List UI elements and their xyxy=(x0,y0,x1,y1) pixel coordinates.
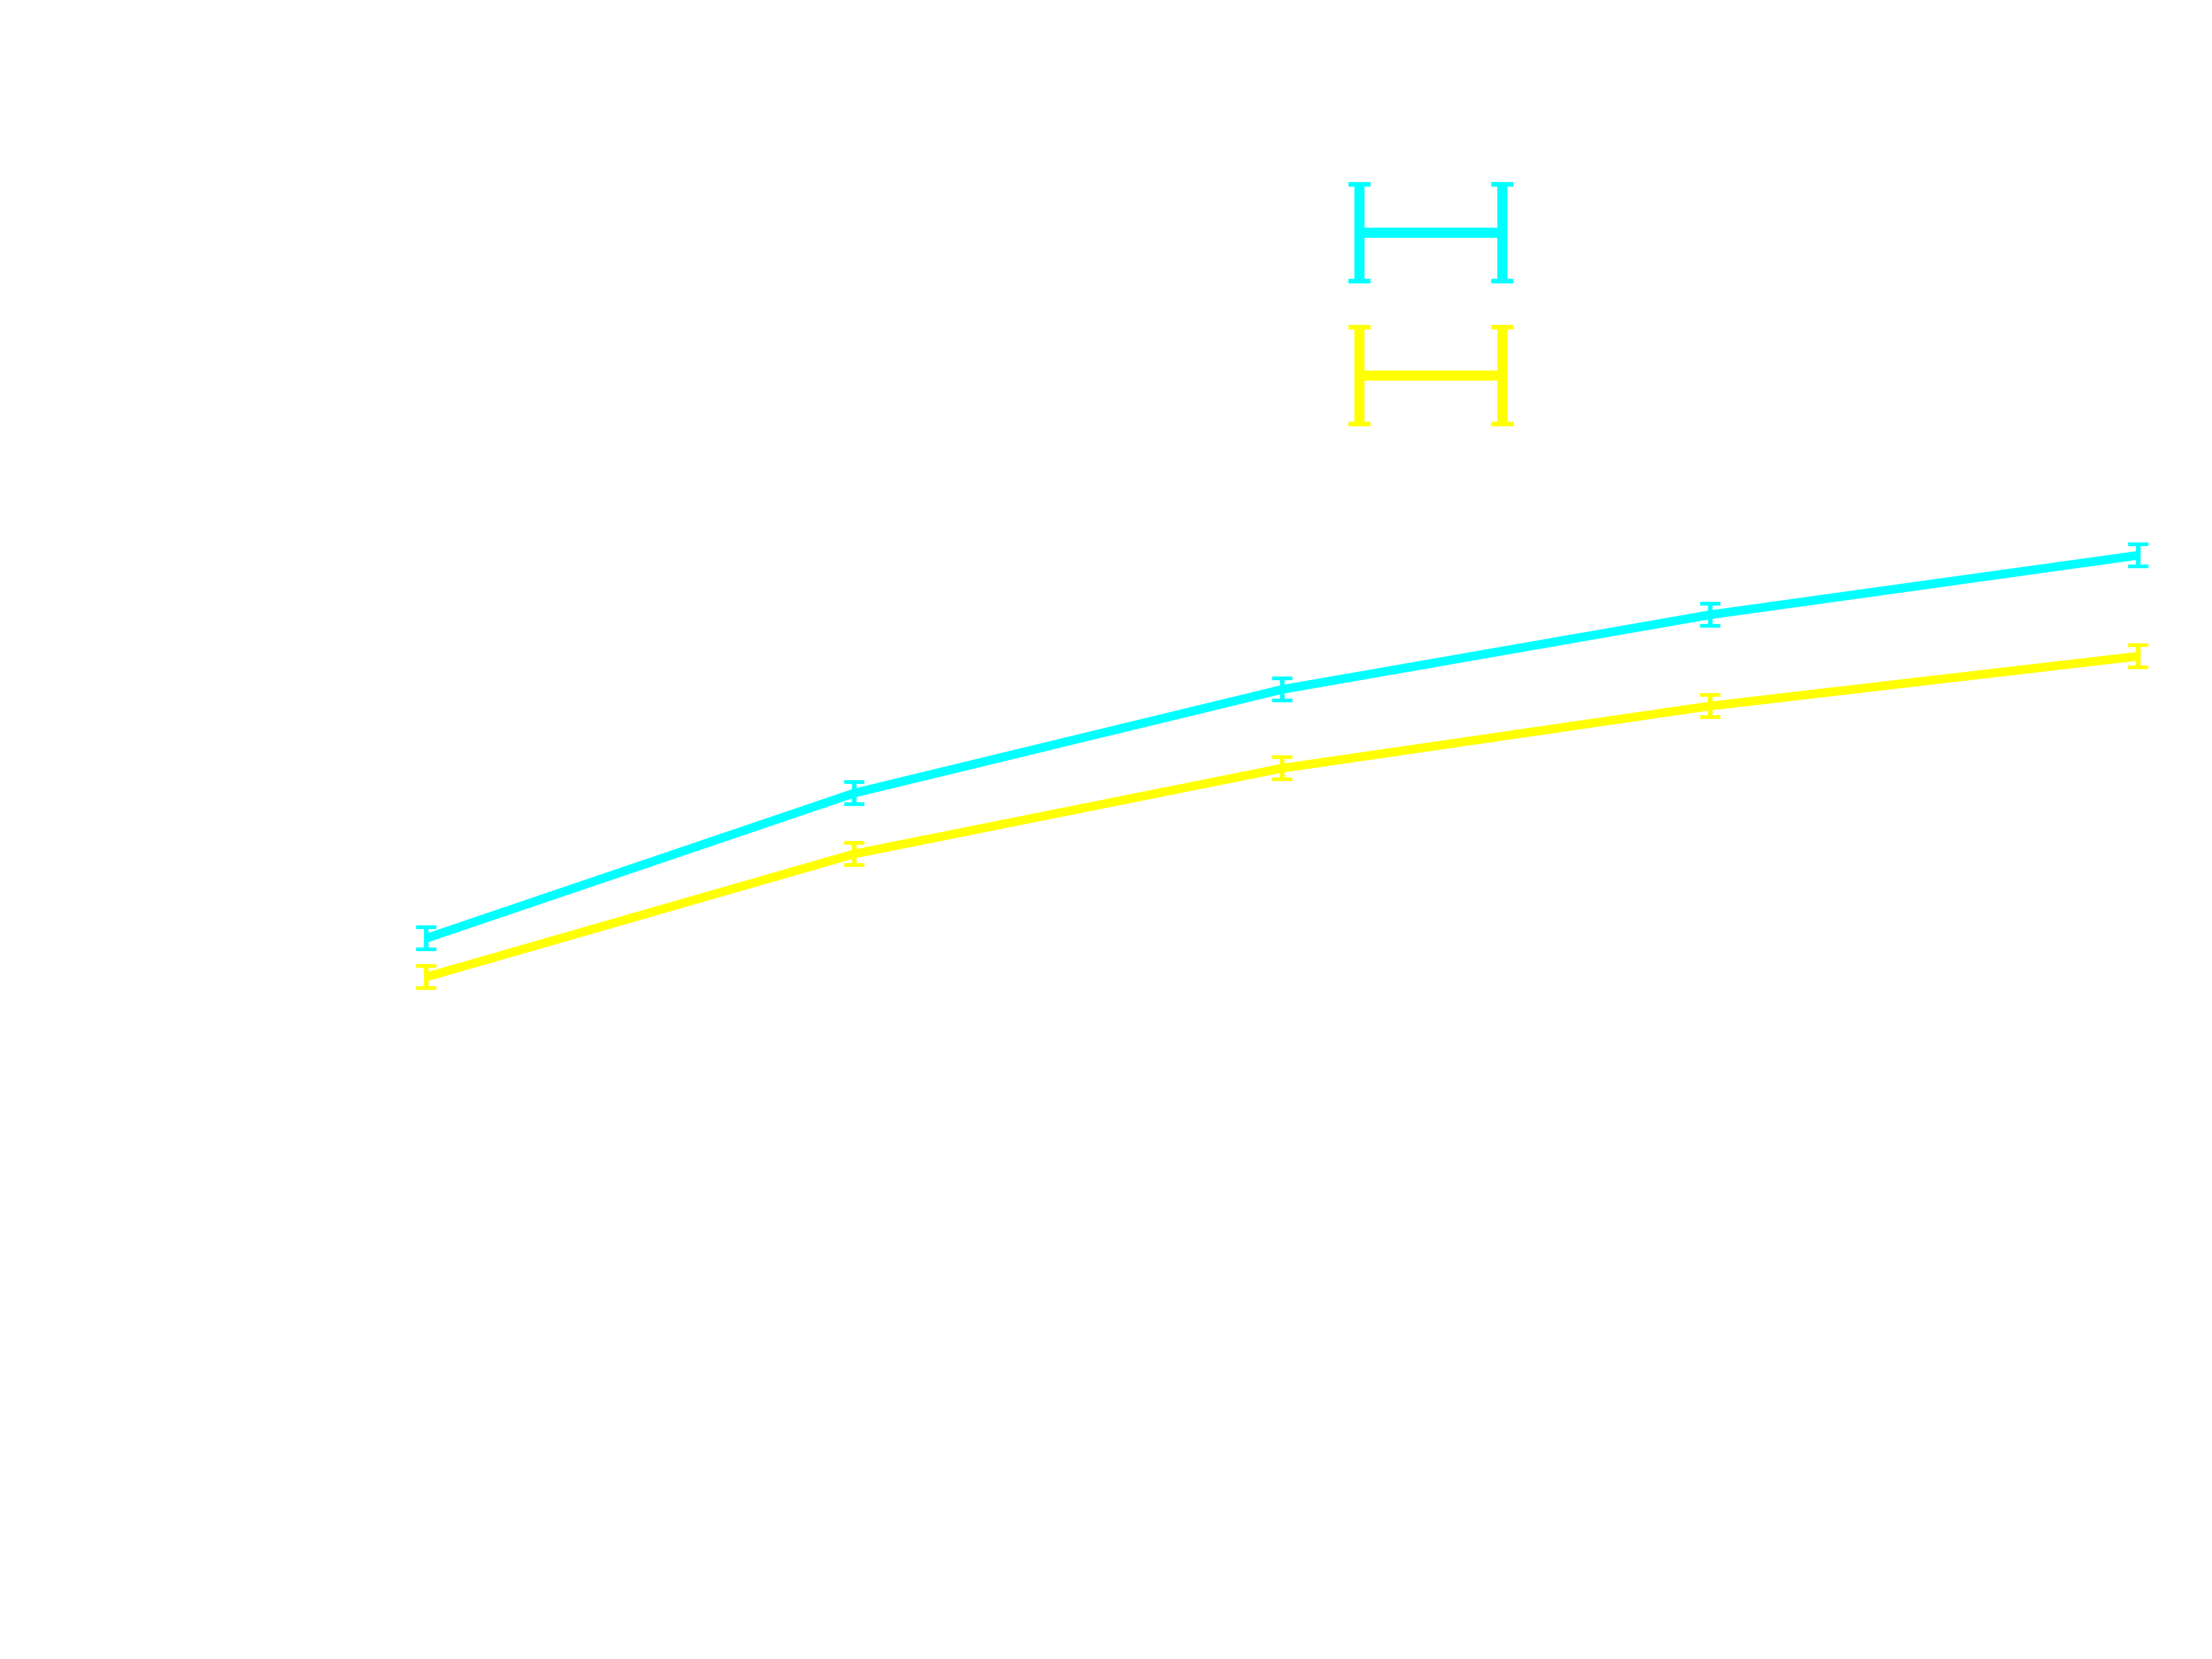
series-1-line xyxy=(424,551,2139,942)
series-2-point-1 xyxy=(416,964,436,990)
series-1-point-2 xyxy=(844,780,865,806)
legend-entry-2 xyxy=(1348,325,1513,426)
series-2 xyxy=(416,643,2148,990)
series-2-point-3 xyxy=(1272,755,1293,781)
series-2-point-2 xyxy=(844,841,865,867)
plot-area xyxy=(416,542,2148,990)
series-1 xyxy=(416,542,2148,951)
legend-entry-1 xyxy=(1348,182,1513,283)
legend xyxy=(1348,182,1513,426)
series-1-point-1 xyxy=(416,925,436,951)
series-1-point-3 xyxy=(1272,677,1293,702)
series-1-point-4 xyxy=(1700,602,1721,628)
series-2-line xyxy=(425,652,2139,982)
series-1-point-5 xyxy=(2128,542,2148,568)
series-2-point-5 xyxy=(2128,643,2148,669)
series-2-point-4 xyxy=(1700,693,1721,719)
